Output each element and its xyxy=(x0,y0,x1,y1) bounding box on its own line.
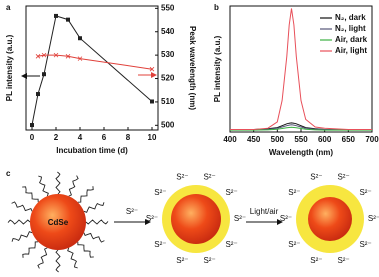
panel-label: a xyxy=(6,3,11,12)
ligand xyxy=(38,175,49,197)
marker xyxy=(30,123,34,128)
marker xyxy=(65,54,71,59)
panel-label: b xyxy=(214,3,219,12)
y2-tick-label: 540 xyxy=(161,27,175,36)
legend-label: N₂, light xyxy=(335,24,366,33)
ligand xyxy=(67,247,78,269)
step-label: Light/air xyxy=(250,207,279,216)
shell-label: S²⁻ xyxy=(359,188,371,197)
ligand xyxy=(77,186,94,203)
ligand xyxy=(7,219,31,225)
plot-frame xyxy=(25,5,159,131)
ligand xyxy=(55,249,61,273)
shell-label: S²⁻ xyxy=(154,188,166,197)
y-axis-title: PL intensity (a.u.) xyxy=(213,35,222,102)
ligand xyxy=(83,202,105,213)
x-tick-label: 6 xyxy=(102,133,107,142)
x-axis-title: Wavelength (nm) xyxy=(269,148,333,157)
x-tick-label: 400 xyxy=(223,135,237,144)
reagent-label: S²⁻ xyxy=(126,207,138,216)
shell-label: S²⁻ xyxy=(146,214,158,223)
marker xyxy=(77,56,83,61)
y2-tick-label: 510 xyxy=(161,97,175,106)
ligand xyxy=(22,241,39,258)
legend-label: Air, light xyxy=(335,46,367,55)
x-tick-label: 700 xyxy=(365,135,379,144)
y2-axis-title: Peak wavelength (nm) xyxy=(188,26,197,110)
shell-label: S²⁻ xyxy=(225,240,237,249)
ligand xyxy=(11,201,33,212)
x-tick-label: 0 xyxy=(30,133,35,142)
legend-label: Air, dark xyxy=(335,35,368,44)
y2-tick-label: 530 xyxy=(161,50,175,59)
y-axis-title: PL intensity (a.u.) xyxy=(5,34,14,101)
x-tick-label: 8 xyxy=(126,133,131,142)
x-tick-label: 600 xyxy=(318,135,332,144)
shell-label: S²⁻ xyxy=(203,256,215,265)
y2-tick-label: 520 xyxy=(161,74,175,83)
nanocrystal xyxy=(171,194,221,244)
ligand xyxy=(85,219,109,225)
marker xyxy=(149,66,155,72)
ligands xyxy=(7,171,109,273)
x-tick-label: 450 xyxy=(247,135,261,144)
series-line xyxy=(230,8,372,130)
x-tick-label: 4 xyxy=(78,133,83,142)
shell-label: S²⁻ xyxy=(280,214,292,223)
y2-tick-label: 500 xyxy=(161,120,175,129)
shell-label: S²⁻ xyxy=(203,172,215,181)
ligand xyxy=(55,171,61,195)
panel-label: c xyxy=(6,169,11,178)
ligand xyxy=(37,247,48,269)
shell-label: S²⁻ xyxy=(234,214,246,223)
shell-label: S²⁻ xyxy=(337,172,349,181)
marker xyxy=(35,54,41,59)
shell-label: S²⁻ xyxy=(310,256,322,265)
shell-label: S²⁻ xyxy=(154,240,166,249)
shell-labels: S²⁻ S²⁻ S²⁻ S²⁻ S²⁻ S²⁻ S²⁻ S²⁻ S²⁻ S²⁻ S²⁻ S²⁻ S²⁻ S… xyxy=(146,172,379,265)
x-axis-title: Incubation time (d) xyxy=(56,146,128,155)
series-line xyxy=(230,124,372,130)
shell-label: S²⁻ xyxy=(288,240,300,249)
shell-label: S²⁻ xyxy=(337,256,349,265)
x-tick-label: 550 xyxy=(294,135,308,144)
shell-label: S²⁻ xyxy=(368,214,379,223)
shell-label: S²⁻ xyxy=(176,256,188,265)
x-tick-label: 10 xyxy=(148,133,157,142)
nanocrystal xyxy=(308,197,352,241)
marker xyxy=(78,36,82,41)
ligand xyxy=(11,231,33,242)
ligand xyxy=(68,175,79,197)
nanocrystal xyxy=(30,194,86,250)
shell-label: S²⁻ xyxy=(288,188,300,197)
shell-label: S²⁻ xyxy=(176,172,188,181)
shell-label: S²⁻ xyxy=(225,188,237,197)
x-tick-label: 650 xyxy=(342,135,356,144)
x-tick-label: 500 xyxy=(271,135,285,144)
marker xyxy=(36,92,40,97)
x-tick-label: 2 xyxy=(54,133,59,142)
y2-tick-label: 550 xyxy=(161,3,175,12)
marker xyxy=(42,72,46,77)
marker xyxy=(66,17,70,22)
core-label: CdSe xyxy=(48,218,69,227)
marker xyxy=(53,52,59,58)
ligand xyxy=(77,241,94,258)
legend-label: N₂, dark xyxy=(335,13,366,22)
shell-label: S²⁻ xyxy=(359,240,371,249)
series-line xyxy=(31,15,153,126)
marker xyxy=(150,99,154,104)
marker xyxy=(54,13,58,18)
ligand xyxy=(83,232,105,243)
ligand xyxy=(22,186,39,203)
marker xyxy=(41,52,47,58)
series-line xyxy=(230,126,372,131)
series-line xyxy=(37,54,153,70)
shell-label: S²⁻ xyxy=(310,172,322,181)
